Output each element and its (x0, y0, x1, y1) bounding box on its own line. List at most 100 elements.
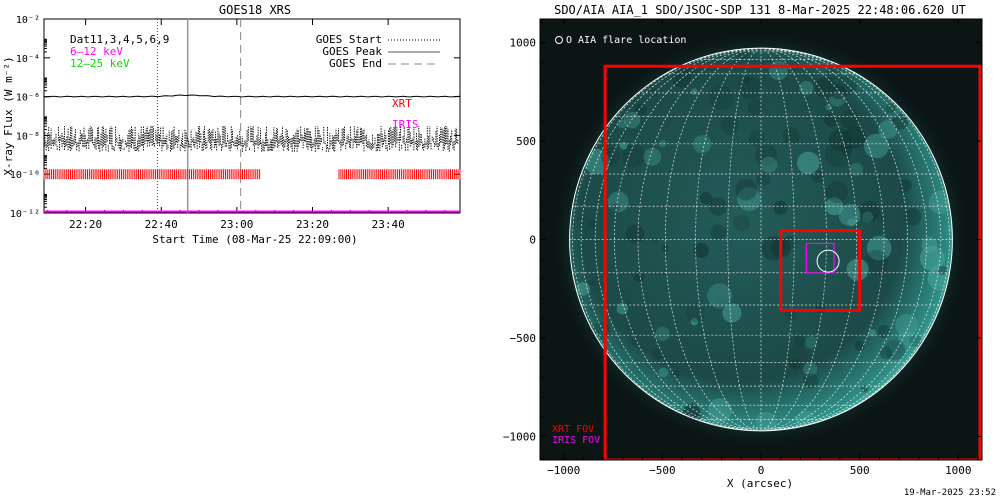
longitude-line (572, 48, 762, 431)
longitude-line (760, 48, 908, 431)
heliographic-grid (569, 48, 953, 431)
solar-texture-blob (617, 119, 627, 129)
solar-texture-blob (847, 218, 857, 227)
solar-texture-blob (707, 398, 732, 423)
aia-x-tick-label: 1000 (945, 464, 972, 477)
solar-texture-blob (747, 99, 764, 116)
goes-y-tick-label: 10⁻¹⁰ (10, 170, 40, 181)
solar-texture-blob (658, 367, 669, 378)
solar-texture-blob (633, 270, 645, 283)
solar-texture-blob (733, 214, 751, 232)
solar-texture-blob (773, 200, 788, 215)
solar-texture-blob (868, 329, 876, 337)
longitude-line (760, 48, 827, 431)
longitude-line (637, 48, 762, 431)
solar-texture-blob (691, 88, 698, 95)
solar-texture-blob (716, 296, 729, 309)
solar-texture-blob (886, 103, 896, 113)
solar-texture-blob (797, 151, 820, 175)
iris-coverage-label: IRIS (392, 118, 419, 131)
solar-texture-blob (649, 88, 658, 97)
xrt-fov-box (603, 64, 982, 460)
solar-texture-blob (838, 204, 861, 226)
goes-x-tick-label: 22:20 (69, 218, 102, 231)
solar-texture-blob (588, 279, 595, 287)
longitude-line (760, 48, 885, 431)
solar-texture-blob (707, 283, 732, 309)
solar-texture-blob (743, 76, 751, 84)
longitude-line (595, 48, 762, 431)
solar-texture-blob (685, 302, 706, 322)
solar-texture-blob (846, 258, 869, 281)
solar-texture-blob (735, 178, 757, 201)
solar-texture-blob (804, 336, 818, 349)
goes-y-tick-label: 10⁻¹² (10, 209, 40, 220)
solar-texture-blob (895, 313, 919, 337)
goes-x-axis: 22:20 22:40 23:00 23:20 23:40 (47, 19, 446, 231)
solar-texture-blob (899, 179, 912, 192)
solar-texture-blob (607, 191, 629, 213)
xrt-fov-zoom-box (779, 229, 862, 312)
solar-texture-blob (619, 141, 628, 150)
aia-y-axis: −1000 −500 0 500 1000 (503, 22, 982, 457)
solar-texture-blob (786, 346, 808, 369)
xrt-coverage-segment (43, 169, 261, 180)
longitude-line (665, 48, 762, 431)
solar-texture-blob (948, 225, 953, 233)
iris-fov-legend: IRIS FOV (552, 435, 600, 446)
solar-texture-blob (655, 326, 670, 341)
solar-texture-blob (586, 219, 597, 229)
solar-texture-blob (755, 144, 777, 167)
solar-texture-blob (799, 81, 814, 95)
solar-texture-blob (768, 60, 789, 81)
goes-xrs-chart: GOES18 XRS 10⁻¹² 10⁻¹⁰ 10⁻⁸ 10⁻⁶ 10⁻⁴ 10⁻² 22… (2, 3, 461, 246)
solar-texture-blob (738, 76, 762, 99)
solar-texture-blob (693, 135, 712, 154)
solar-texture-blob (789, 358, 801, 371)
solar-texture-blob (863, 250, 889, 276)
solar-texture-blob (625, 224, 645, 244)
goes-y-tick-label: 10⁻⁸ (16, 131, 40, 142)
solar-texture-blob (810, 169, 824, 183)
solar-texture-blob (878, 120, 898, 139)
solar-texture-blob (840, 109, 860, 129)
goes-x-tick-label: 23:40 (372, 218, 405, 231)
fov-boxes (603, 64, 982, 460)
legend-6-12-kev: 6–12 keV (70, 45, 123, 58)
solar-texture-blob (850, 162, 863, 176)
solar-texture-blob (610, 203, 620, 213)
solar-texture-blob (879, 347, 893, 360)
solar-texture-blob (643, 148, 662, 166)
solar-texture-blob (761, 156, 778, 173)
goes-x-tick-label: 23:00 (220, 218, 253, 231)
solar-texture-blob (938, 265, 948, 275)
goes-event-lines (156, 19, 242, 213)
solar-texture-blob (651, 237, 659, 245)
legend-12-25-kev: 12–25 keV (70, 57, 130, 70)
solar-limb (569, 47, 953, 432)
solar-texture-blob (756, 172, 771, 187)
solar-texture-blob (836, 75, 857, 96)
aia-x-tick-label: −1000 (547, 464, 580, 477)
longitude-line (695, 48, 762, 431)
longitude-line (760, 48, 795, 431)
longitude-line (760, 48, 857, 431)
aia-x-axis-label: X (arcsec) (727, 477, 793, 490)
flare-location-legend: O AIA flare location (566, 35, 686, 46)
aia-x-tick-label: 500 (850, 464, 870, 477)
goes-y-axis-label: X-ray Flux (W m⁻²) (2, 56, 15, 175)
solar-texture-blob (621, 143, 646, 168)
solar-texture-blob (782, 127, 800, 145)
solar-texture-blob (793, 334, 806, 348)
solar-texture-blob (866, 235, 892, 261)
solar-disk-texture (576, 48, 953, 431)
aia-x-tick-label: 0 (758, 464, 765, 477)
solar-texture-blob (634, 103, 647, 115)
solar-texture-blob (803, 362, 818, 377)
solar-texture-blob (693, 242, 710, 258)
aia-y-tick-label: −500 (510, 332, 537, 345)
aia-image-area (540, 19, 982, 460)
goes-short-channel-line (44, 126, 459, 152)
goes-y-tick-label: 10⁻⁶ (16, 93, 40, 104)
